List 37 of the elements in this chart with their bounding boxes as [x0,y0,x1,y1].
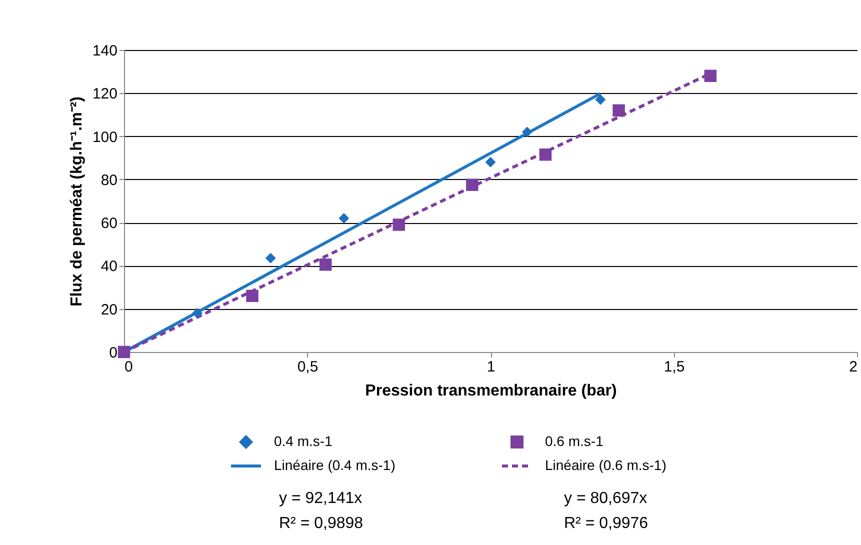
text: y = 80,697x [564,490,648,507]
text: R² = 0,9976 [564,515,648,532]
point [192,308,203,318]
point [539,148,552,161]
x-tick-label: 0,5 [297,358,318,376]
x-axis-title: Pression transmembranaire (bar) [365,382,617,400]
point [612,104,625,117]
point [265,252,276,264]
point [595,94,606,105]
y-tick-label: 40 [100,258,118,276]
legend-label: Linéaire (0.4 m.s-1) [274,457,396,473]
y-tick-label: 100 [92,128,118,146]
point [246,290,258,302]
text: y = 92,141x [279,490,362,507]
y-axis-title: Flux de perméat (kg.h⁻¹.m⁻²) [68,96,86,307]
x-tick-label: 0 [124,358,133,376]
point [704,70,717,82]
y-tick-label: 0 [109,344,118,362]
x-tick-label: 2 [849,358,858,376]
y-tick-label: 120 [92,86,118,103]
point [522,126,532,138]
x-tick-label: 1,5 [664,358,685,376]
y-tick-label: 60 [100,215,118,232]
x-tick-label: 1 [486,358,496,376]
text: R² = 0,9898 [279,515,364,532]
y-tick-label: 80 [100,172,118,189]
legend-label: 0.6 m.s-1 [545,433,604,449]
y-tick-label: 20 [100,301,118,318]
point [118,346,130,358]
point [485,156,496,168]
y-tick-label: 140 [92,42,118,60]
point [338,213,350,224]
legend-label: Linéaire (0.6 m.s-1) [545,457,666,473]
legend-label: 0.4 m.s-1 [274,433,333,449]
point [319,258,332,271]
point [466,178,478,191]
point [392,218,405,231]
